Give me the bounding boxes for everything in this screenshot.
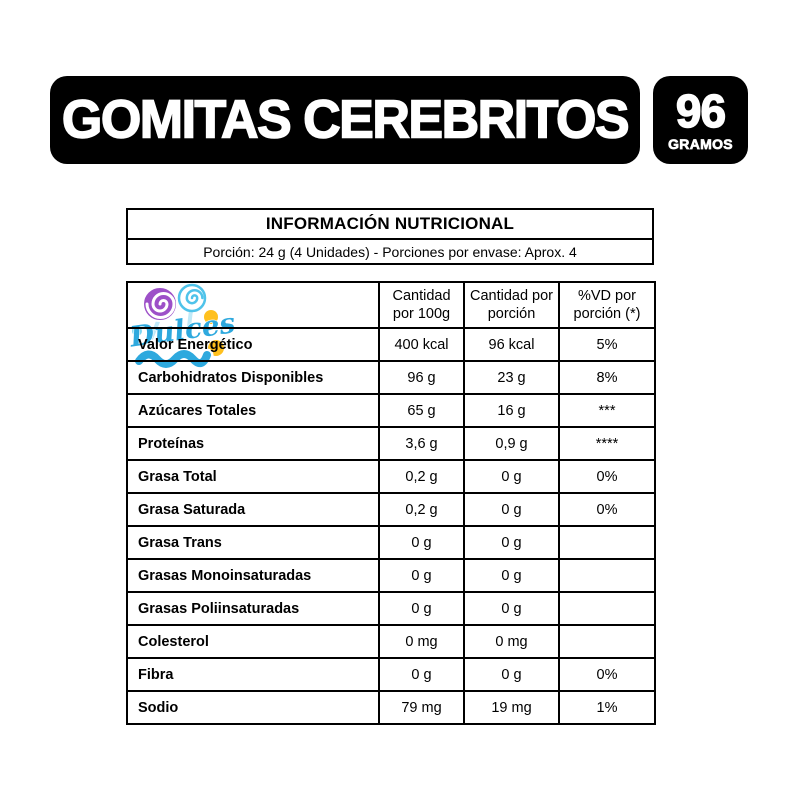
nutrient-label: Azúcares Totales [126,393,380,428]
value-per-100g: 0,2 g [378,492,465,527]
value-per-portion: 0 g [463,558,560,593]
value-per-portion: 0 g [463,591,560,626]
value-per-portion: 0 g [463,459,560,494]
nutrient-label: Grasa Trans [126,525,380,560]
nutrient-label: Grasas Poliinsaturadas [126,591,380,626]
nutrient-label: Grasas Monoinsaturadas [126,558,380,593]
value-per-portion: 0,9 g [463,426,560,461]
table-row: Azúcares Totales 65 g 16 g *** [126,393,656,428]
nutrition-info-box: INFORMACIÓN NUTRICIONAL Porción: 24 g (4… [126,208,654,265]
value-per-portion: 96 kcal [463,327,560,362]
nutrient-label: Carbohidratos Disponibles [126,360,380,395]
value-per-portion: 16 g [463,393,560,428]
value-per-100g: 3,6 g [378,426,465,461]
value-vd-percent: 1% [558,690,656,725]
value-vd-percent [558,624,656,659]
nutrient-label: Valor Energético [126,327,380,362]
value-vd-percent [558,525,656,560]
value-vd-percent: 0% [558,492,656,527]
header-cell-per-100g: Cantidad por 100g [378,281,465,329]
value-per-100g: 0 g [378,558,465,593]
value-vd-percent [558,591,656,626]
value-per-portion: 23 g [463,360,560,395]
value-per-portion: 0 g [463,657,560,692]
header-cell-empty [126,281,380,329]
weight-value: 96 [675,84,727,137]
value-per-100g: 0 mg [378,624,465,659]
value-per-100g: 0,2 g [378,459,465,494]
table-row: Proteínas 3,6 g 0,9 g **** [126,426,656,461]
value-per-100g: 96 g [378,360,465,395]
value-vd-percent [558,558,656,593]
value-per-100g: 79 mg [378,690,465,725]
header: GOMITAS CEREBRITOS 96 GRAMOS [50,76,750,164]
table-row: Grasa Trans 0 g 0 g [126,525,656,560]
weight-unit: GRAMOS [668,135,733,152]
nutrient-label: Grasa Saturada [126,492,380,527]
nutrient-label: Colesterol [126,624,380,659]
product-name-plate: GOMITAS CEREBRITOS [50,76,640,164]
table-row: Colesterol 0 mg 0 mg [126,624,656,659]
table-row: Grasas Monoinsaturadas 0 g 0 g [126,558,656,593]
value-per-100g: 65 g [378,393,465,428]
value-per-100g: 0 g [378,525,465,560]
value-vd-percent: 0% [558,459,656,494]
nutrition-info-title: INFORMACIÓN NUTRICIONAL [128,210,652,240]
header-cell-vd-percent: %VD por porción (*) [558,281,656,329]
nutrition-table-head: Cantidad por 100g Cantidad por porción %… [126,281,656,329]
header-cell-per-portion: Cantidad por porción [463,281,560,329]
value-per-portion: 0 g [463,492,560,527]
table-row: Valor Energético 400 kcal 96 kcal 5% [126,327,656,362]
table-row: Grasa Total 0,2 g 0 g 0% [126,459,656,494]
table-row: Sodio 79 mg 19 mg 1% [126,690,656,725]
serving-info-line: Porción: 24 g (4 Unidades) - Porciones p… [203,243,577,260]
value-per-100g: 0 g [378,591,465,626]
value-vd-percent: **** [558,426,656,461]
nutrient-label: Sodio [126,690,380,725]
nutrition-table-body: Valor Energético 400 kcal 96 kcal 5% Car… [126,327,656,725]
table-row: Grasa Saturada 0,2 g 0 g 0% [126,492,656,527]
nutrient-label: Fibra [126,657,380,692]
nutrient-label: Proteínas [126,426,380,461]
value-per-portion: 0 mg [463,624,560,659]
value-vd-percent: 0% [558,657,656,692]
value-per-100g: 400 kcal [378,327,465,362]
value-per-100g: 0 g [378,657,465,692]
value-per-portion: 0 g [463,525,560,560]
value-vd-percent: *** [558,393,656,428]
table-header-row: Cantidad por 100g Cantidad por porción %… [126,281,656,329]
nutrient-label: Grasa Total [126,459,380,494]
table-row: Carbohidratos Disponibles 96 g 23 g 8% [126,360,656,395]
table-row: Fibra 0 g 0 g 0% [126,657,656,692]
nutrition-table: Cantidad por 100g Cantidad por porción %… [126,281,656,725]
product-title: GOMITAS CEREBRITOS [61,89,630,151]
table-row: Grasas Poliinsaturadas 0 g 0 g [126,591,656,626]
value-vd-percent: 8% [558,360,656,395]
weight-badge: 96 GRAMOS [653,76,748,164]
value-per-portion: 19 mg [463,690,560,725]
value-vd-percent: 5% [558,327,656,362]
